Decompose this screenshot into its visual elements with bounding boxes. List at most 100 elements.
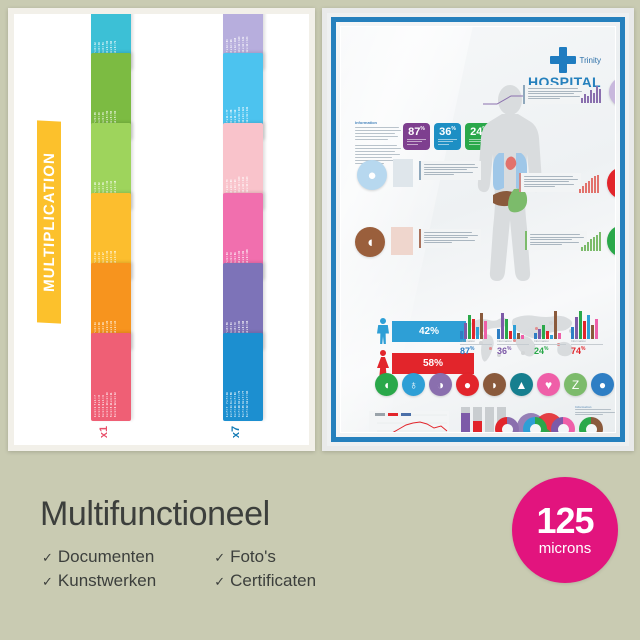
bar-stat-value: 74% — [571, 346, 586, 356]
placeholder-line — [355, 127, 400, 129]
callout-brain-chart — [581, 83, 603, 103]
bar-stat: Information 24% — [534, 309, 566, 356]
micro-text-column: Information — [575, 405, 615, 417]
check-icon: ✓ — [214, 550, 226, 565]
times-table-row: 12 x 10 = 120 — [246, 176, 250, 193]
times-table-row: 12 x 5 = 60 — [114, 110, 118, 124]
mini-bar-chart — [581, 83, 603, 103]
column-chart-track — [473, 407, 482, 432]
placeholder-line — [355, 150, 395, 153]
check-icon: ✓ — [214, 574, 226, 589]
line-chart — [369, 411, 449, 432]
callout-liver-chart — [391, 227, 413, 255]
column-chart-track — [461, 407, 470, 432]
callout-brain-marker — [483, 93, 523, 111]
placeholder-line — [355, 129, 401, 132]
mini-grid-chart — [393, 159, 413, 187]
times-table-row: 12 x 6 = 72 — [114, 40, 118, 54]
human-body-silhouette — [469, 83, 551, 303]
bar-stat-caption: Information — [534, 339, 566, 345]
heart-icon: ♥ — [537, 373, 560, 396]
gender-stat-row: 42% — [377, 318, 474, 344]
callout-card-text — [419, 161, 481, 180]
stomach-icon: ◖ — [375, 373, 398, 396]
placeholder-line — [438, 138, 457, 146]
brain-icon: ◑ — [429, 373, 452, 396]
multiplication-left-column: x61 x 6 = 62 x 6 = 123 x 6 = 184 x 6 = 2… — [36, 14, 186, 445]
hospital-poster-content: Trinity HOSPITAL Information 87%36%24% — [340, 26, 616, 433]
bed-rest-icon: Z — [564, 373, 587, 396]
check-icon: ✓ — [42, 550, 53, 565]
stat-badge-value: 36 — [439, 126, 452, 138]
lungs-icon: ♁ — [402, 373, 425, 396]
stat-badge-unit: % — [451, 126, 456, 132]
badge-number: 125 — [536, 500, 594, 541]
tooth-icon: ▲ — [510, 373, 533, 396]
female-figure-icon — [377, 350, 389, 376]
brain-icon: ○ — [609, 77, 615, 107]
mini-bar-chart — [579, 173, 601, 193]
feature-list-item: ✓ Foto's — [214, 545, 316, 569]
mini-grid-chart — [391, 227, 413, 255]
times-table-row: 12 x 8 = 96 — [246, 320, 250, 334]
multiplication-canvas: MULTIPLICATION x61 x 6 = 62 x 6 = 123 x … — [14, 14, 309, 445]
placeholder-line — [355, 147, 401, 150]
bar-stat-caption: Information — [571, 339, 603, 345]
callout-card-text — [523, 85, 585, 104]
stomach-icon: ◕ — [607, 225, 615, 257]
placeholder-line — [355, 153, 401, 156]
liver-icon: ◗ — [483, 373, 506, 396]
bar-stat: Information 87% — [460, 309, 492, 356]
callout-card-text — [519, 173, 581, 192]
placeholder-line — [355, 132, 396, 135]
mini-bar-chart — [497, 309, 529, 339]
hospital-logo-subtitle: Trinity — [579, 55, 601, 65]
liver-icon: ◖ — [355, 227, 385, 257]
times-table-row: 12 x 2 = 24 — [114, 320, 118, 334]
check-icon: ✓ — [42, 574, 53, 589]
mini-bar-chart — [534, 309, 566, 339]
callout-lungs-chart — [393, 159, 413, 187]
callout-brain-card — [523, 85, 585, 104]
feature-list-item: ✓ Documenten — [42, 545, 156, 569]
multiplication-right-column: x121 x 12 = 122 x 12 = 243 x 12 = 364 x … — [168, 14, 309, 445]
times-table-label: x7 — [230, 425, 242, 439]
feature-list-left: ✓ Documenten ✓ Kunstwerken — [42, 545, 156, 593]
callout-card-text — [525, 231, 587, 250]
donut-chart — [495, 417, 519, 432]
bar-stat-value: 24% — [534, 346, 549, 356]
bar-stat-caption: Information — [497, 339, 529, 345]
feature-label: Certificaten — [230, 571, 317, 590]
stat-badge: 87% — [403, 123, 430, 150]
times-table-label: x1 — [98, 425, 110, 439]
placeholder-line — [355, 138, 389, 141]
callout-lungs-card — [419, 161, 481, 180]
mini-bar-chart — [460, 309, 492, 339]
footer-title: Multifunctioneel — [40, 495, 270, 533]
bar-stat-value: 36% — [497, 346, 512, 356]
donut-chart — [551, 417, 575, 432]
times-table-row: 6 x 7 = 42 — [246, 405, 250, 417]
feature-label: Documenten — [57, 547, 155, 566]
feature-label: Kunstwerken — [57, 571, 157, 590]
times-table-row: 12 x 11 = 132 — [246, 106, 250, 123]
multiplication-poster: MULTIPLICATION x61 x 6 = 62 x 6 = 123 x … — [8, 8, 315, 451]
bar-stat: Information 36% — [497, 309, 529, 356]
kidney-icon: ● — [456, 373, 479, 396]
placeholder-line — [355, 156, 392, 159]
bar-stat: Information 74% — [571, 309, 603, 356]
information-heading: Information — [355, 120, 377, 125]
placeholder-line — [355, 135, 399, 138]
gender-statistics: 42% 58% — [377, 318, 474, 382]
column-chart-track — [485, 407, 494, 432]
callout-lungs-icon: ● — [357, 160, 387, 190]
callout-stomach-chart — [581, 231, 603, 251]
times-table-row: 12 x 12 = 144 — [246, 36, 250, 53]
donut-chart-row — [495, 417, 603, 432]
bar-statistics-row: Information 87% Information 36% Information 2… — [460, 309, 603, 356]
feature-lists: ✓ Documenten ✓ Kunstwerken ✓ Foto's ✓ Certific… — [42, 545, 316, 593]
health-icon-row: ◖ ♁ ◑ ● ◗ ▲ ♥ Z ● — [375, 373, 614, 396]
